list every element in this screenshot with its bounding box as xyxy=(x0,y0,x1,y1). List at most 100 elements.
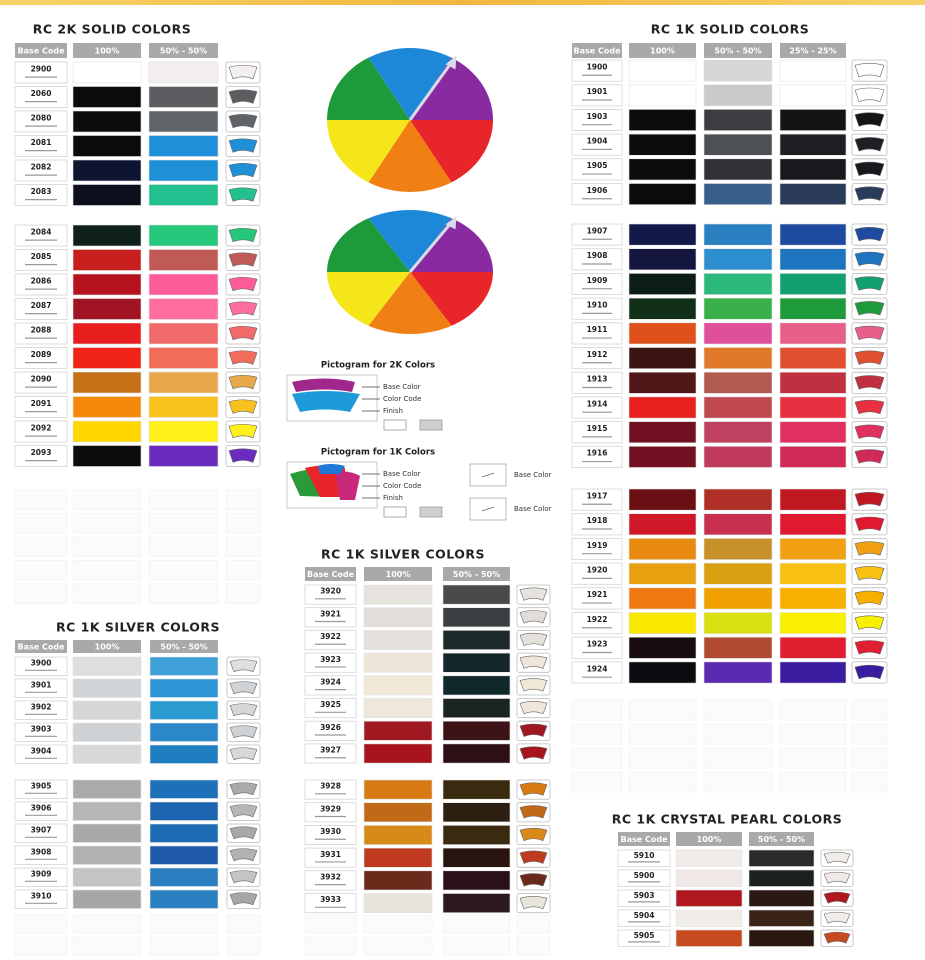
note-mark xyxy=(481,472,495,478)
empty-cell xyxy=(571,723,623,745)
color-swatch xyxy=(779,636,847,659)
header-label: Base Code xyxy=(621,835,669,844)
wheel-sector xyxy=(327,57,410,120)
pictogram-box xyxy=(383,506,407,518)
color-swatch xyxy=(703,183,773,206)
color-swatch xyxy=(779,158,847,181)
color-swatch xyxy=(779,612,847,635)
color-swatch xyxy=(148,420,219,443)
color-swatch xyxy=(149,867,219,887)
color-swatch xyxy=(442,825,511,845)
color-swatch xyxy=(628,223,697,246)
color-swatch xyxy=(148,184,219,206)
icon-shape xyxy=(228,374,258,390)
finish-icon xyxy=(225,110,261,133)
color-code: 3907 xyxy=(31,825,52,834)
finish-icon xyxy=(225,135,261,157)
color-swatch xyxy=(149,744,219,764)
color-swatch xyxy=(149,801,219,821)
color-swatch xyxy=(442,743,511,764)
color-code: 1924 xyxy=(587,664,608,673)
icon-shape xyxy=(854,276,885,291)
color-swatch xyxy=(628,445,697,468)
icon-shape xyxy=(823,871,851,884)
color-swatch xyxy=(628,396,697,419)
color-swatch xyxy=(628,59,697,82)
icon-shape xyxy=(229,870,258,884)
color-swatch xyxy=(149,845,219,865)
color-swatch xyxy=(442,652,511,673)
color-code: 3902 xyxy=(31,702,52,711)
finish-icon xyxy=(820,889,854,907)
icon-shape xyxy=(228,64,258,80)
icon-shape xyxy=(228,301,258,316)
finish-icon xyxy=(851,661,888,684)
color-code: 1906 xyxy=(587,186,608,195)
color-swatch xyxy=(148,135,219,157)
finish-icon xyxy=(225,371,261,394)
finish-icon xyxy=(516,652,551,673)
empty-cell xyxy=(14,560,68,581)
finish-icon xyxy=(225,298,261,320)
icon-shape xyxy=(823,891,851,904)
header-label: 100% xyxy=(95,643,120,652)
wheel-sector xyxy=(410,218,493,272)
color-code: 3932 xyxy=(320,873,341,882)
color-code: 1922 xyxy=(587,615,608,624)
color-swatch xyxy=(748,869,815,887)
code-cell xyxy=(14,110,68,133)
color-swatch xyxy=(72,445,142,467)
header-cell xyxy=(704,43,772,58)
icon-shape xyxy=(854,186,885,201)
finish-icon xyxy=(516,675,551,696)
color-swatch xyxy=(442,720,511,741)
finish-icon xyxy=(851,133,888,156)
color-swatch xyxy=(72,396,142,418)
color-swatch xyxy=(148,322,219,345)
finish-icon xyxy=(516,870,551,891)
wheel-sector xyxy=(368,272,452,334)
finish-icon xyxy=(225,224,261,247)
color-code: 3927 xyxy=(320,746,341,755)
icon-shape xyxy=(229,747,258,761)
color-swatch xyxy=(748,909,815,927)
header-cell xyxy=(15,43,67,58)
finish-icon xyxy=(516,743,551,764)
header-cell xyxy=(150,640,218,653)
color-code: 2086 xyxy=(31,276,52,285)
color-swatch xyxy=(703,612,773,635)
finish-icon xyxy=(851,272,888,295)
finish-icon xyxy=(851,84,888,107)
empty-cell xyxy=(779,747,847,769)
empty-cell xyxy=(72,560,142,581)
finish-icon xyxy=(516,802,551,823)
color-swatch xyxy=(363,847,433,868)
icon-shape xyxy=(854,227,885,242)
finish-icon xyxy=(225,184,261,206)
color-code: 1917 xyxy=(587,491,608,500)
color-code: 2083 xyxy=(31,187,52,196)
color-swatch xyxy=(72,347,142,369)
color-code: 2090 xyxy=(31,374,52,383)
color-swatch xyxy=(148,371,219,394)
color-swatch xyxy=(703,661,773,684)
icon-shape xyxy=(229,703,258,717)
color-swatch xyxy=(779,445,847,468)
code-cell xyxy=(571,538,623,561)
color-swatch xyxy=(748,929,815,947)
empty-cell xyxy=(851,771,888,793)
code-cell xyxy=(571,513,623,536)
color-code: 2082 xyxy=(31,162,52,171)
pictogram-label: Finish xyxy=(383,407,403,415)
color-swatch xyxy=(779,223,847,246)
color-code: 3933 xyxy=(320,895,341,904)
pictogram-label: Base Color xyxy=(383,470,421,478)
color-swatch xyxy=(628,371,697,394)
color-swatch xyxy=(628,248,697,271)
header-cell xyxy=(749,832,814,846)
icon-shape xyxy=(519,873,548,887)
finish-icon xyxy=(851,513,888,536)
finish-icon xyxy=(226,656,261,676)
color-code: 1901 xyxy=(587,87,608,96)
color-code: 1900 xyxy=(587,62,608,71)
